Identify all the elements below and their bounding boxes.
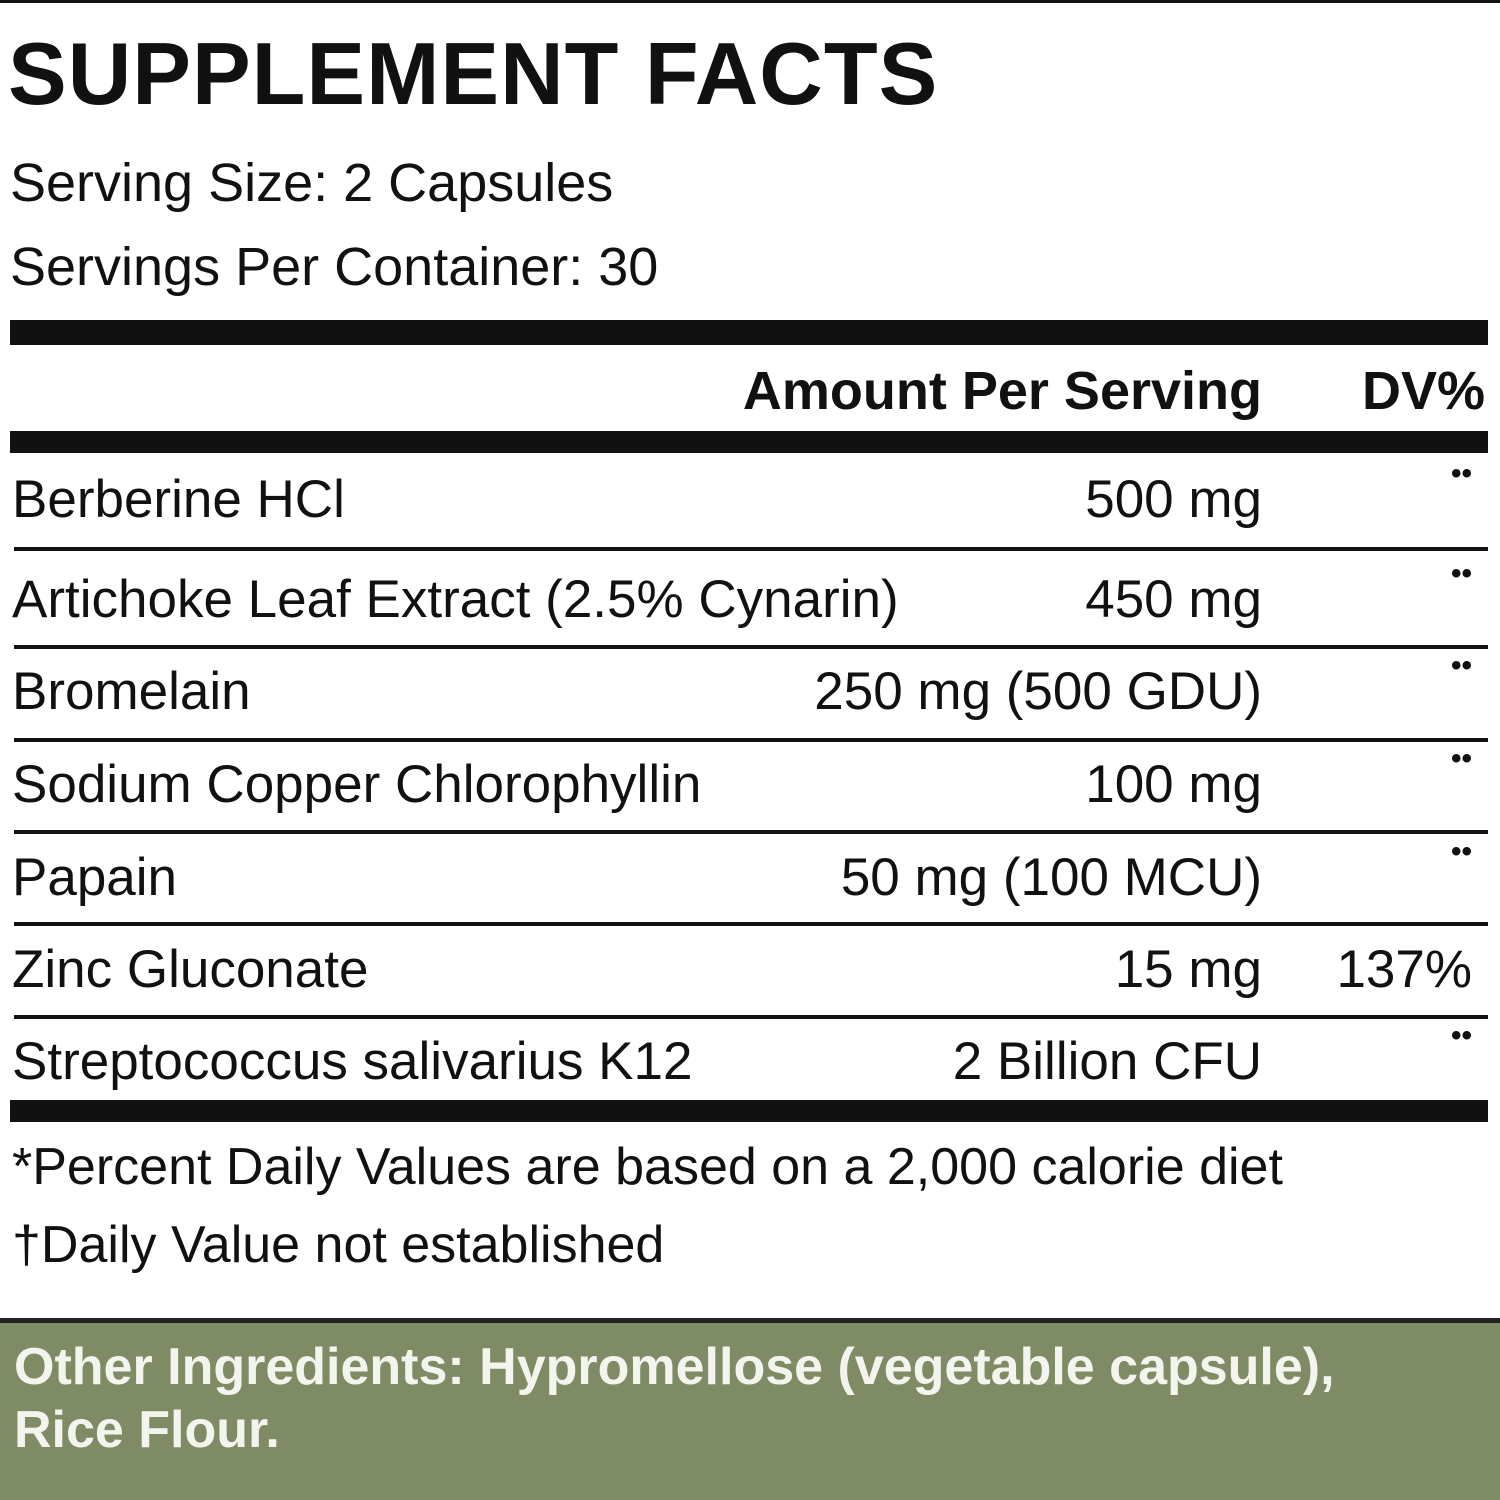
daily-value: ••	[1450, 742, 1472, 775]
ingredient-name: Sodium Copper Chlorophyllin	[12, 755, 702, 814]
daily-value: ••	[1450, 1019, 1472, 1052]
daily-value: ••	[1450, 457, 1472, 490]
servings-per-container: Servings Per Container: 30	[10, 237, 659, 297]
row-separator	[14, 922, 1488, 926]
thick-rule	[10, 320, 1488, 345]
daily-value: ••	[1450, 557, 1472, 590]
ingredient-amount: 500 mg	[1085, 470, 1262, 529]
title: SUPPLEMENT FACTS	[8, 24, 939, 123]
other-ingredients: Rice Flour.	[14, 1401, 280, 1459]
ingredient-name: Papain	[12, 848, 178, 907]
ingredient-name: Bromelain	[12, 662, 251, 721]
ingredient-amount: 15 mg	[1114, 940, 1262, 999]
ingredient-amount: 250 mg (500 GDU)	[814, 662, 1262, 721]
ingredient-amount: 100 mg	[1085, 755, 1262, 814]
thick-rule	[10, 1100, 1488, 1122]
ingredient-name: Artichoke Leaf Extract (2.5% Cynarin)	[12, 570, 899, 629]
thick-rule	[10, 431, 1488, 453]
row-separator	[14, 1015, 1488, 1019]
serving-size: Serving Size: 2 Capsules	[10, 153, 614, 213]
daily-value: 137%	[1336, 940, 1472, 999]
ingredient-amount: 50 mg (100 MCU)	[840, 848, 1262, 907]
other-ingredients: Other Ingredients: Hypromellose (vegetab…	[14, 1338, 1335, 1396]
row-separator	[14, 547, 1488, 551]
row-separator	[14, 738, 1488, 742]
dv-header: DV%	[1361, 361, 1485, 421]
amount-header: Amount Per Serving	[742, 361, 1262, 421]
row-separator	[14, 830, 1488, 834]
daily-value: ••	[1450, 835, 1472, 868]
ingredient-amount: 450 mg	[1085, 570, 1262, 629]
footnote: †Daily Value not established	[12, 1216, 665, 1274]
daily-value: ••	[1450, 649, 1472, 682]
ingredient-name: Zinc Gluconate	[12, 940, 369, 999]
footnote: *Percent Daily Values are based on a 2,0…	[12, 1138, 1283, 1196]
ingredient-amount: 2 Billion CFU	[952, 1032, 1262, 1091]
row-separator	[14, 645, 1488, 649]
other-ingredients-band	[0, 1318, 1500, 1500]
top-rule	[0, 0, 1500, 3]
ingredient-name: Streptococcus salivarius K12	[12, 1032, 693, 1091]
ingredient-name: Berberine HCl	[12, 470, 345, 529]
